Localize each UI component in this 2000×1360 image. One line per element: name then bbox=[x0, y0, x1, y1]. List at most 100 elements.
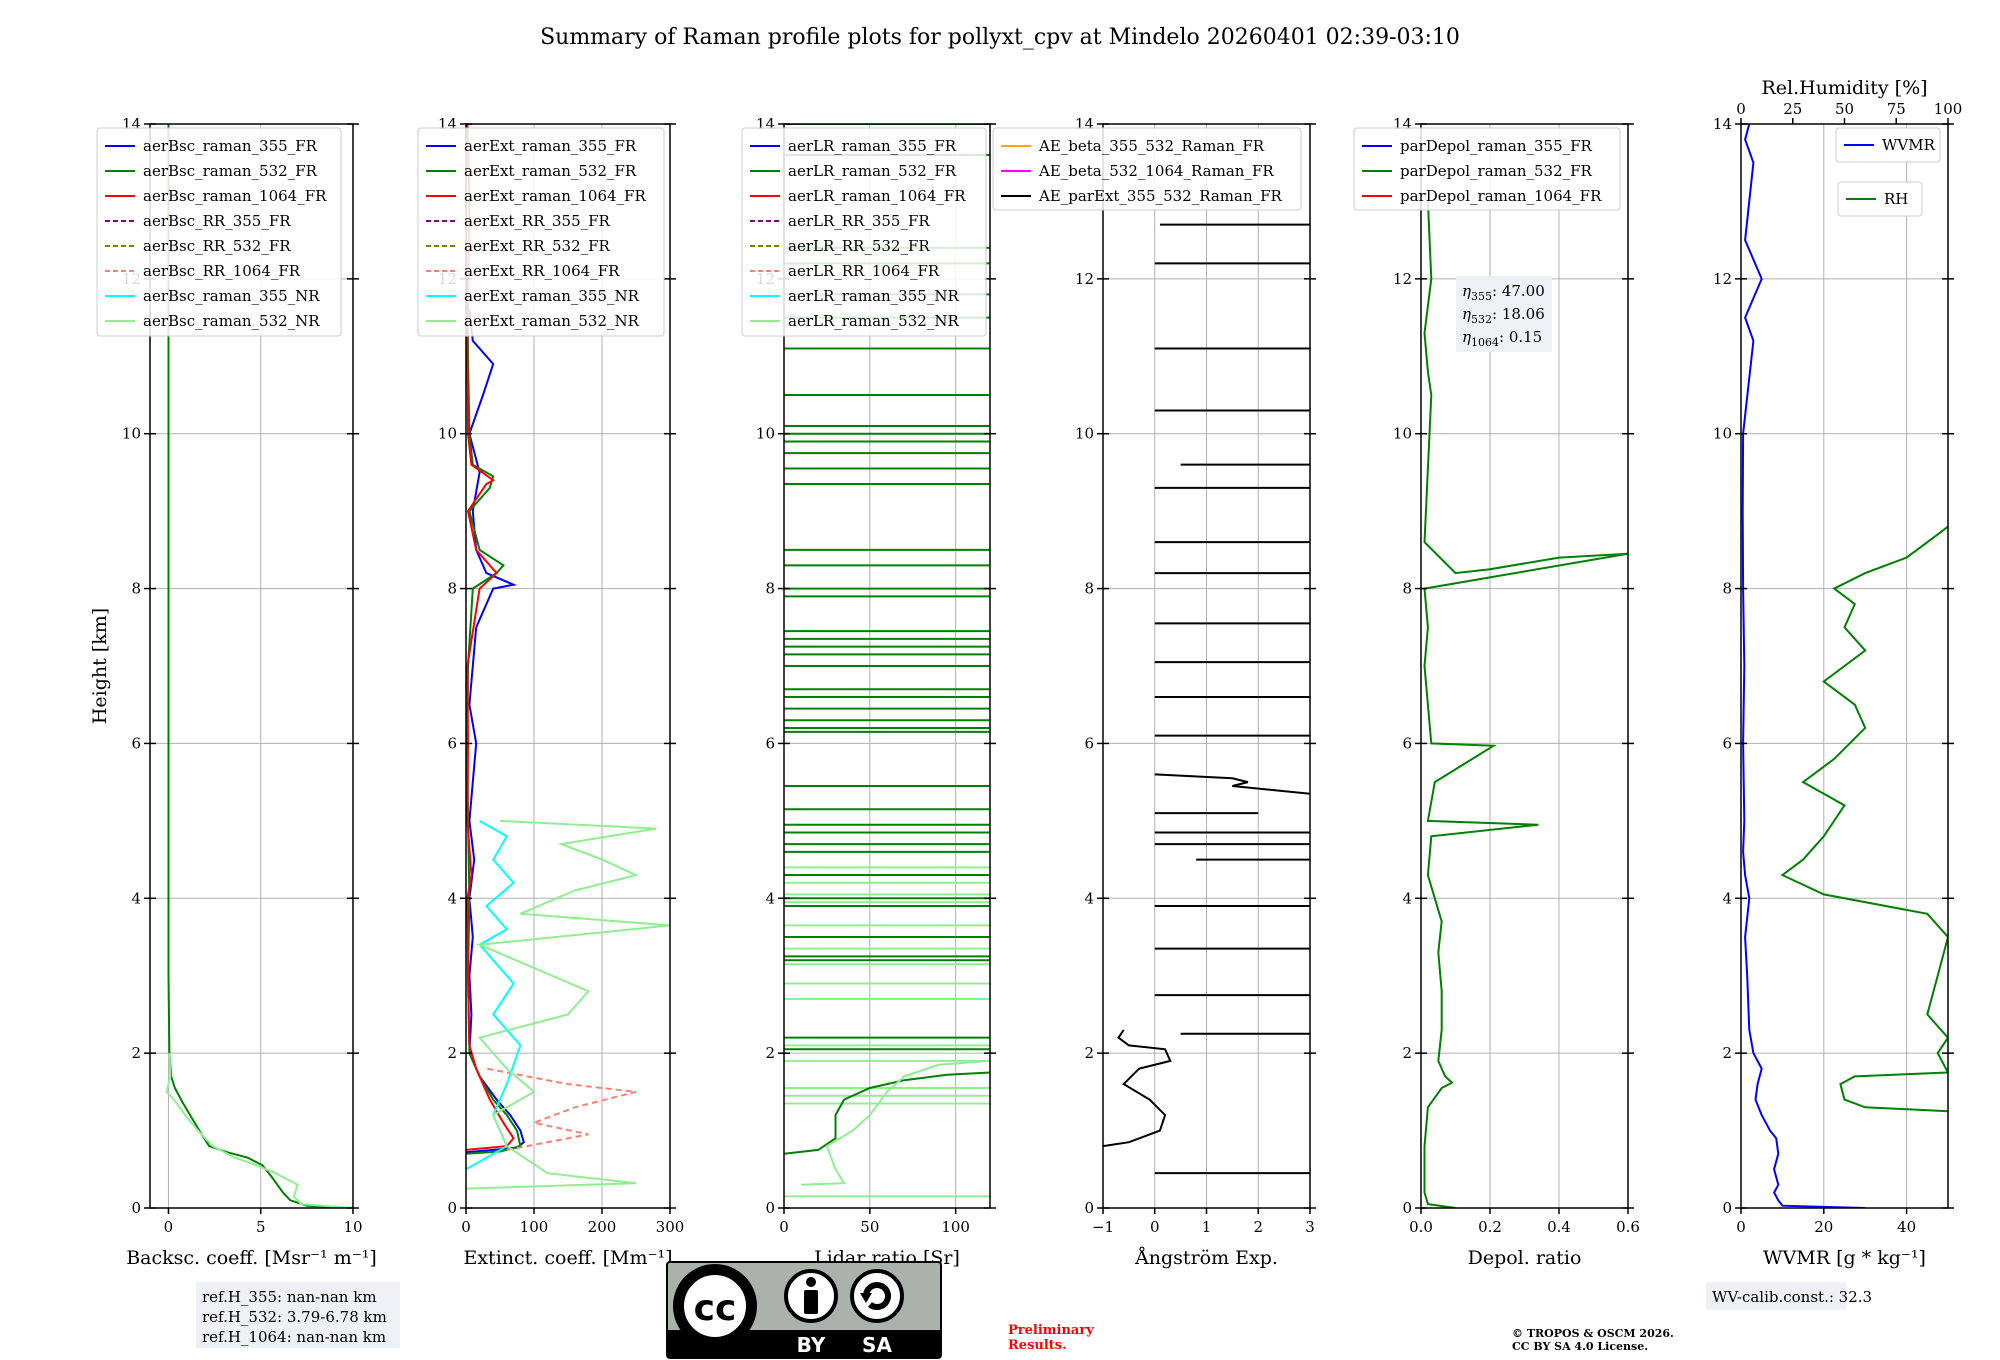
legend-ext: aerExt_raman_355_FR aerExt_raman_532_FRae… bbox=[417, 127, 665, 337]
legend-entry: aerBsc_raman_532_FR bbox=[143, 162, 318, 180]
y-tick-label: 0 bbox=[447, 1199, 457, 1217]
y-tick-label: 8 bbox=[1084, 580, 1094, 598]
eta-532: η532: 18.06 bbox=[1462, 305, 1545, 326]
legend-entry: AE_parExt_355_532_Raman_FR bbox=[1038, 187, 1283, 205]
y-tick-label: 8 bbox=[1722, 580, 1732, 598]
series-aerExt_raman_532_NR bbox=[466, 819, 670, 1190]
y-tick-label: 6 bbox=[1402, 734, 1412, 752]
x-tick-label: 50 bbox=[860, 1218, 879, 1236]
eta-1064: η1064: 0.15 bbox=[1462, 328, 1542, 349]
panel-wv: 0 20 40 0 2 4 6 8 10 12 14 WVMR [g * kg⁻¹] 0 25 50 75 10… bbox=[1713, 77, 1962, 1269]
y-tick-label: 4 bbox=[447, 889, 457, 907]
legend-entry: aerExt_RR_532_FR bbox=[464, 237, 611, 255]
y-tick-label: 14 bbox=[1713, 115, 1732, 133]
y-tick-label: 0 bbox=[765, 1199, 775, 1217]
legend-entry: parDepol_raman_1064_FR bbox=[1400, 187, 1602, 205]
cc-text: cc bbox=[694, 1288, 737, 1329]
legend-entry: aerBsc_raman_532_NR bbox=[143, 312, 320, 330]
y-tick-label: 2 bbox=[447, 1044, 457, 1062]
series-aerLR_raman_532_FR bbox=[784, 1071, 990, 1155]
x-tick-label: 0 bbox=[1736, 1218, 1746, 1236]
legend-entry: aerLR_raman_355_NR bbox=[788, 287, 959, 305]
x-axis-label-ext: Extinct. coeff. [Mm⁻¹] bbox=[463, 1247, 672, 1269]
x-tick-label: 100 bbox=[520, 1218, 549, 1236]
legend-entry: parDepol_raman_532_FR bbox=[1400, 162, 1593, 180]
preliminary-line-2: Results. bbox=[1008, 1338, 1067, 1353]
series-aerExt_raman_355_FR bbox=[466, 309, 525, 1154]
y-tick-label: 10 bbox=[438, 425, 457, 443]
series-WVMR bbox=[1741, 124, 1866, 1208]
panel-ext: 010020030002468101214Extinct. coeff. [Mm… bbox=[417, 115, 685, 1269]
legend-entry: parDepol_raman_355_FR bbox=[1400, 137, 1593, 155]
x-tick-label: 10 bbox=[343, 1218, 362, 1236]
y-tick-label: 8 bbox=[131, 580, 141, 598]
x-axis-label-wv: WVMR [g * kg⁻¹] bbox=[1763, 1247, 1926, 1269]
data-ae bbox=[1103, 223, 1310, 1175]
x-tick-label: 20 bbox=[1814, 1218, 1833, 1236]
y-tick-label: 4 bbox=[131, 889, 141, 907]
x-tick-label: 0.0 bbox=[1409, 1218, 1433, 1236]
y-tick-label: 10 bbox=[1393, 425, 1412, 443]
x-tick-label: 0.6 bbox=[1616, 1218, 1640, 1236]
y-tick-label: 4 bbox=[1084, 889, 1094, 907]
series-aerLR_raman_532_NR bbox=[801, 1059, 990, 1186]
legend-entry: aerBsc_RR_355_FR bbox=[143, 212, 291, 230]
series-aerExt_RR_1064_FR bbox=[486, 1067, 637, 1151]
data-ext bbox=[466, 124, 670, 1190]
y-tick-label: 2 bbox=[1402, 1044, 1412, 1062]
x-axis-label-bsc: Backsc. coeff. [Msr⁻¹ m⁻¹] bbox=[126, 1247, 377, 1269]
wv-calib-box: WV-calib.const.: 32.3 bbox=[1706, 1282, 1872, 1310]
legend-entry: RH bbox=[1884, 190, 1908, 208]
x-tick-label: 200 bbox=[588, 1218, 617, 1236]
legend-entry: WVMR bbox=[1882, 136, 1936, 154]
legend-bsc: aerBsc_raman_355_FR aerBsc_raman_532_FRae… bbox=[96, 127, 342, 337]
y-tick-label: 6 bbox=[447, 734, 457, 752]
x2-tick-label: 50 bbox=[1835, 100, 1854, 118]
legend-entry: aerBsc_RR_532_FR bbox=[143, 237, 291, 255]
legend-lr: aerLR_raman_355_FR aerLR_raman_532_FR aerL… bbox=[741, 127, 987, 337]
data-lr bbox=[784, 124, 990, 1198]
legend-entry: aerLR_raman_532_FR bbox=[788, 162, 957, 180]
x2-tick-label: 100 bbox=[1934, 100, 1963, 118]
y-tick-label: 8 bbox=[1402, 580, 1412, 598]
y-tick-label: 10 bbox=[1075, 425, 1094, 443]
ref-height-532: ref.H_532: 3.79-6.78 km bbox=[202, 1308, 387, 1326]
x2-tick-label: 25 bbox=[1783, 100, 1802, 118]
legend-entry: aerExt_RR_355_FR bbox=[464, 212, 611, 230]
y-tick-label: 4 bbox=[765, 889, 775, 907]
legend-entry: aerLR_raman_1064_FR bbox=[788, 187, 966, 205]
x-tick-label: 2 bbox=[1253, 1218, 1263, 1236]
cc-icon bbox=[680, 1271, 750, 1341]
y-tick-label: 10 bbox=[756, 425, 775, 443]
legend-wv: WVMR RH bbox=[1835, 127, 1941, 217]
x-tick-label: 300 bbox=[656, 1218, 685, 1236]
y-tick-label: 8 bbox=[765, 580, 775, 598]
x2-axis-label: Rel.Humidity [%] bbox=[1761, 77, 1927, 99]
legend-entry: aerExt_raman_355_FR bbox=[464, 137, 637, 155]
y-tick-label: 6 bbox=[1722, 734, 1732, 752]
x-tick-label: −1 bbox=[1092, 1218, 1114, 1236]
series-aerExt_raman_355_NR bbox=[466, 820, 522, 1171]
series-AE_parExt_355_532_Raman_FR bbox=[1103, 1029, 1172, 1148]
y-tick-label: 6 bbox=[131, 734, 141, 752]
series-AE_parExt_355_532_Raman_FR bbox=[1154, 773, 1310, 795]
legend-entry: aerLR_raman_532_NR bbox=[788, 312, 959, 330]
legend-entry: aerLR_raman_355_FR bbox=[788, 137, 957, 155]
series-RH bbox=[1780, 525, 1948, 1113]
legend-entry: aerBsc_RR_1064_FR bbox=[143, 262, 301, 280]
x-tick-label: 0 bbox=[164, 1218, 174, 1236]
axes-frame-lr bbox=[783, 123, 991, 1209]
data-wv bbox=[1741, 124, 1948, 1208]
legend-entry: aerBsc_raman_355_FR bbox=[143, 137, 318, 155]
panel-bsc: 051002468101214Backsc. coeff. [Msr⁻¹ m⁻¹… bbox=[89, 115, 377, 1269]
preliminary-note: Preliminary Results. bbox=[1008, 1323, 1094, 1353]
legend-entry: aerLR_RR_355_FR bbox=[788, 212, 930, 230]
y-tick-label: 10 bbox=[1713, 425, 1732, 443]
y-tick-label: 4 bbox=[1402, 889, 1412, 907]
legend-entry: aerExt_raman_1064_FR bbox=[464, 187, 646, 205]
x-axis-label-ae: Ångström Exp. bbox=[1134, 1247, 1278, 1269]
